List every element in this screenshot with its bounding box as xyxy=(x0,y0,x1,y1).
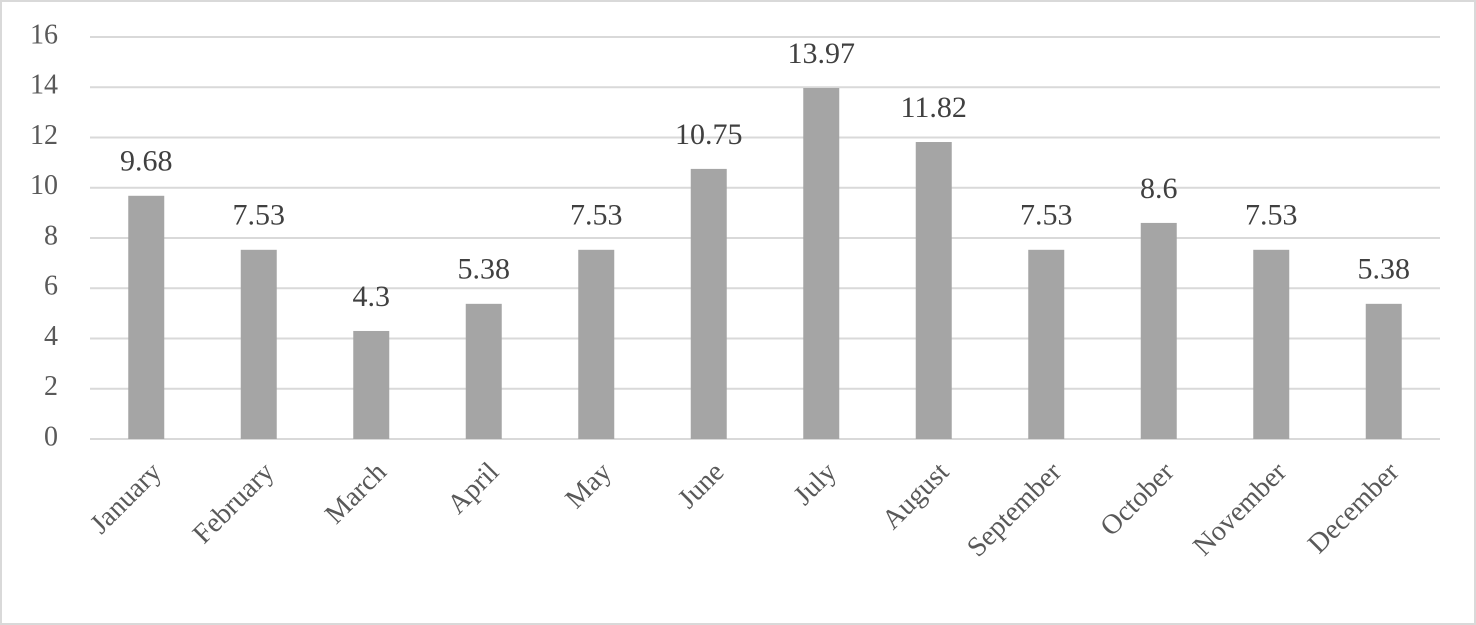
y-tick-label: 16 xyxy=(30,19,58,50)
y-tick-label: 8 xyxy=(44,220,58,251)
data-label: 5.38 xyxy=(1358,253,1411,286)
data-label: 7.53 xyxy=(1245,199,1298,232)
bar xyxy=(465,303,502,439)
bar xyxy=(803,88,840,439)
y-tick-label: 0 xyxy=(44,421,58,452)
data-label: 7.53 xyxy=(1020,199,1073,232)
bar xyxy=(240,249,277,439)
y-tick-label: 12 xyxy=(30,120,58,151)
y-tick-label: 4 xyxy=(44,321,58,352)
bar xyxy=(1140,222,1177,439)
bar xyxy=(353,330,390,439)
data-label: 11.82 xyxy=(901,91,967,124)
data-label: 8.6 xyxy=(1140,172,1178,205)
y-tick-label: 14 xyxy=(30,70,58,101)
data-label: 7.53 xyxy=(233,199,286,232)
bar xyxy=(690,168,727,439)
bar xyxy=(1028,249,1065,439)
bar xyxy=(578,249,615,439)
y-tick-label: 6 xyxy=(44,271,58,302)
bar xyxy=(1365,303,1402,439)
data-label: 4.3 xyxy=(353,280,391,313)
data-label: 5.38 xyxy=(458,253,511,286)
data-label: 10.75 xyxy=(675,118,743,151)
data-label: 9.68 xyxy=(120,145,173,178)
data-label: 7.53 xyxy=(570,199,623,232)
bar xyxy=(128,195,165,439)
data-label: 13.97 xyxy=(788,37,856,70)
y-tick-label: 10 xyxy=(30,170,58,201)
y-tick-label: 2 xyxy=(44,371,58,402)
bar xyxy=(915,142,952,439)
bar xyxy=(1253,249,1290,439)
